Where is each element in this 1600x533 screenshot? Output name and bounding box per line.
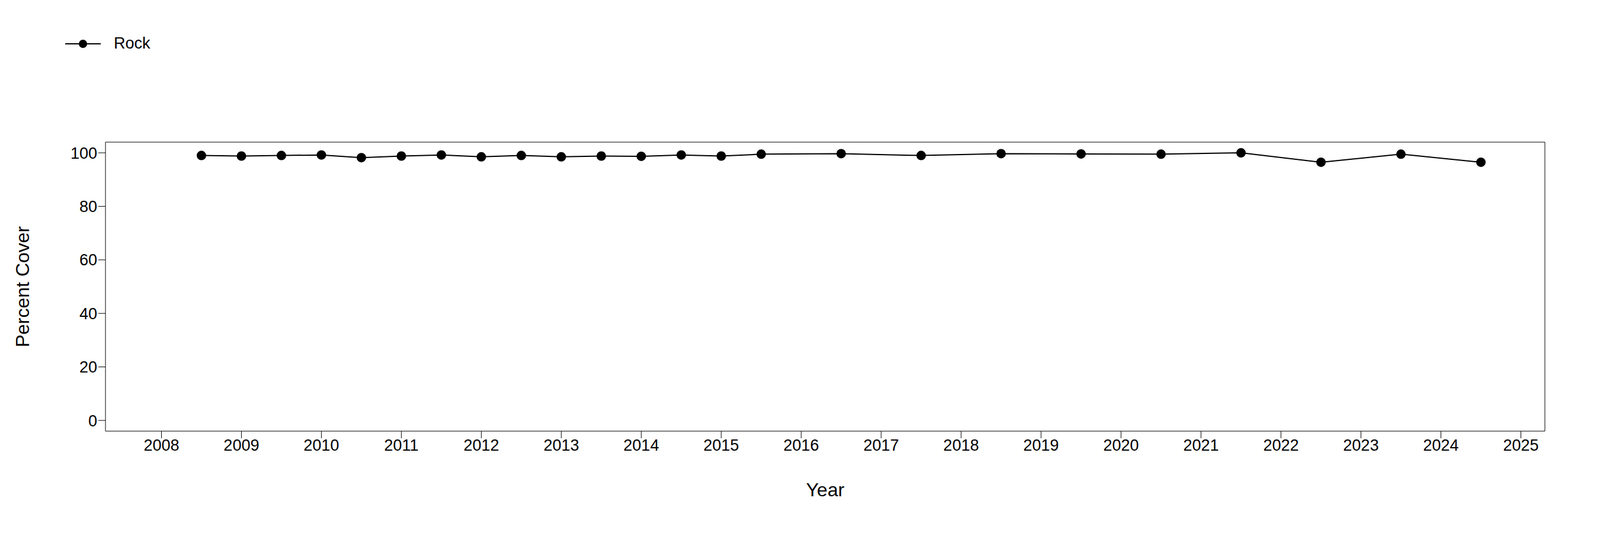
svg-text:20: 20 (79, 358, 98, 377)
svg-text:40: 40 (79, 305, 98, 323)
svg-text:0: 0 (88, 412, 98, 431)
svg-text:2010: 2010 (303, 436, 339, 455)
svg-text:2017: 2017 (863, 436, 899, 455)
svg-text:2020: 2020 (1103, 436, 1139, 455)
svg-text:2015: 2015 (703, 436, 739, 455)
svg-text:2009: 2009 (223, 436, 259, 455)
svg-text:2008: 2008 (143, 436, 179, 455)
html-text:Rock: Rock (113, 34, 151, 53)
svg-text:Percent Cover: Percent Cover (11, 225, 34, 348)
svg-text:2013: 2013 (543, 436, 579, 455)
svg-text:2025: 2025 (1502, 436, 1539, 455)
svg-text:80: 80 (79, 197, 98, 216)
svg-text:2014: 2014 (623, 436, 659, 455)
svg-text:100: 100 (70, 144, 98, 163)
svg-text:60: 60 (79, 251, 98, 270)
svg-text:2012: 2012 (463, 436, 499, 455)
svg-text:2016: 2016 (783, 436, 819, 455)
svg-text:2022: 2022 (1263, 436, 1299, 455)
svg-text:2023: 2023 (1343, 436, 1379, 455)
svg-text:Year: Year (805, 479, 845, 501)
svg-text:2021: 2021 (1183, 436, 1219, 455)
svg-text:2018: 2018 (943, 436, 979, 455)
svg-text:2011: 2011 (384, 436, 419, 455)
svg-text:2024: 2024 (1423, 436, 1459, 455)
svg-text:2019: 2019 (1023, 436, 1059, 455)
